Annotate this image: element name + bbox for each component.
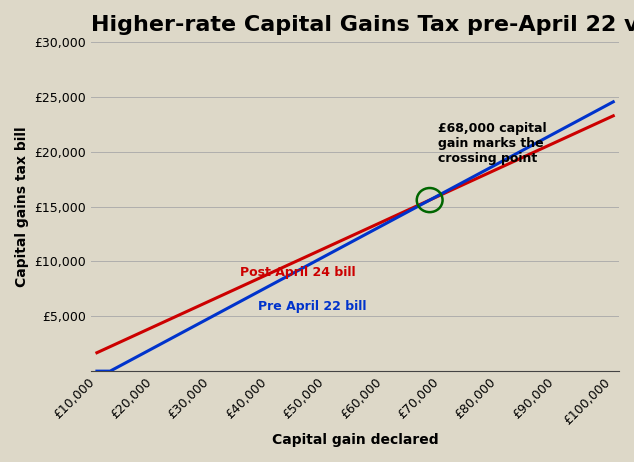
X-axis label: Capital gain declared: Capital gain declared <box>272 433 438 447</box>
Text: £68,000 capital
gain marks the
crossing point: £68,000 capital gain marks the crossing … <box>438 122 547 165</box>
Text: Higher-rate Capital Gains Tax pre-April 22 vs April 24: Higher-rate Capital Gains Tax pre-April … <box>91 15 634 35</box>
Y-axis label: Capital gains tax bill: Capital gains tax bill <box>15 126 29 287</box>
Text: Post April 24 bill: Post April 24 bill <box>240 266 356 279</box>
Text: Pre April 22 bill: Pre April 22 bill <box>257 300 366 313</box>
